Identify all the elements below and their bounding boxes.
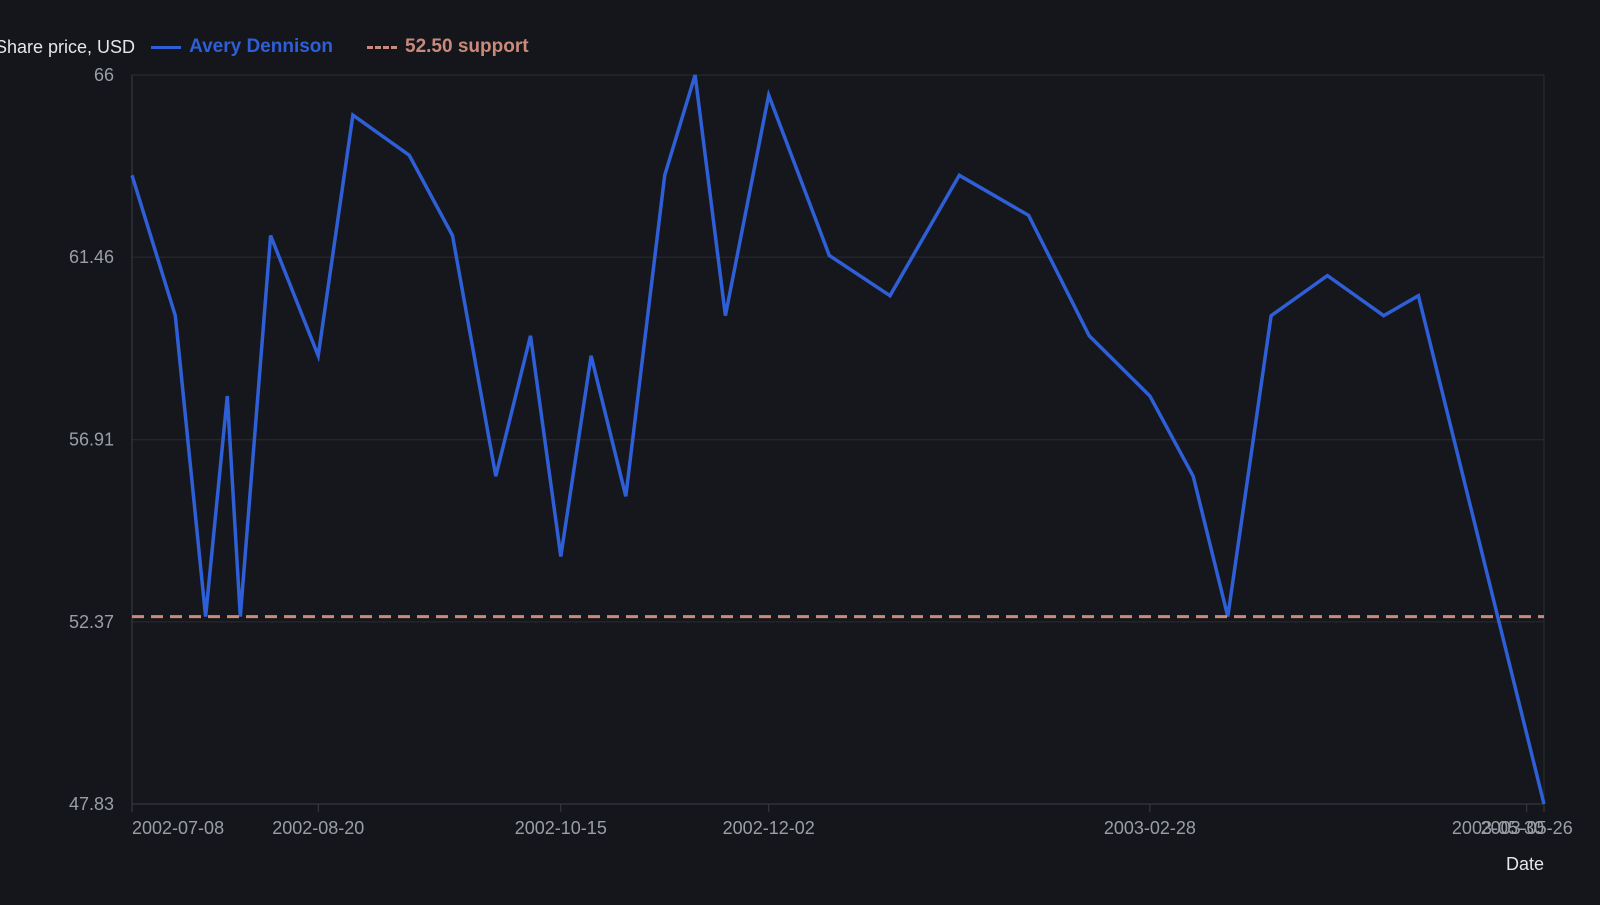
legend-swatch-solid xyxy=(151,45,182,49)
x-axis-label: Date xyxy=(1506,854,1544,874)
y-tick-label: 47.83 xyxy=(69,794,114,814)
y-tick-labels: 47.83 52.37 56.91 61.46 66 xyxy=(69,65,114,814)
legend-item-support: 52.50 support xyxy=(367,36,529,58)
legend-label: Avery Dennison xyxy=(189,36,334,57)
series-lines xyxy=(130,74,1546,805)
x-tick-label: 2003-02-28 xyxy=(1104,818,1196,838)
y-tick-label: 61.46 xyxy=(69,247,114,267)
y-tick-label: 52.37 xyxy=(69,612,114,632)
x-tick-label: 2002-08-20 xyxy=(272,818,364,838)
y-axis-label: Share price, USD xyxy=(0,36,136,57)
x-tick-labels: 2002-07-08 2002-08-20 2002-10-15 2002-12-02… xyxy=(131,804,1573,838)
x-tick-label: 2003-05-26 xyxy=(1481,818,1573,838)
legend-swatch-dashed xyxy=(367,45,398,49)
x-tick-label: 2003-05-30 xyxy=(1452,818,1544,838)
axes xyxy=(131,74,1545,805)
x-tick-label: 2002-10-15 xyxy=(515,818,607,838)
y-tick-label: 56.91 xyxy=(69,430,114,450)
legend-label: 52.50 support xyxy=(405,36,529,57)
x-tick-label: 2002-12-02 xyxy=(723,818,815,838)
legend-item-avery-dennison: Avery Dennison xyxy=(151,36,333,58)
series-line-avery-dennison xyxy=(130,74,1546,805)
y-tick-label: 66 xyxy=(94,65,114,85)
x-tick-label: 2002-07-08 xyxy=(132,818,224,838)
legend-bar: Share price, USD Avery Dennison 52.50 su… xyxy=(0,32,563,62)
